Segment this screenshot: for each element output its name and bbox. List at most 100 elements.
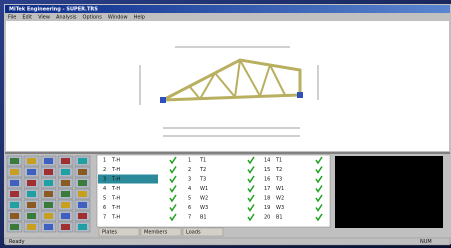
window-title: MiTek Engineering - SUPER.TRS bbox=[9, 7, 98, 13]
table-cell[interactable]: 18 bbox=[264, 196, 270, 202]
tabs: Plates Members Loads bbox=[99, 228, 223, 236]
tool-icon bbox=[78, 158, 87, 164]
tool-icon bbox=[10, 180, 19, 186]
selected-row bbox=[98, 175, 158, 184]
table-cell[interactable]: T-H bbox=[111, 177, 120, 183]
tool-icon bbox=[10, 158, 19, 164]
table-cell[interactable]: 1 bbox=[188, 158, 191, 164]
table-cell[interactable]: B1 bbox=[200, 215, 207, 221]
tool-icon bbox=[44, 213, 53, 219]
tool-icon bbox=[27, 180, 36, 186]
tool-icon bbox=[61, 213, 70, 219]
table-cell[interactable]: 7 bbox=[188, 215, 191, 221]
screen: MiTek Engineering - SUPER.TRS File Edit Vi… bbox=[0, 0, 451, 248]
table-cell[interactable]: 2 bbox=[103, 167, 106, 173]
table-cell[interactable]: W1 bbox=[200, 186, 208, 192]
tab-label[interactable]: Plates bbox=[102, 230, 118, 236]
toolbox bbox=[7, 156, 90, 232]
menu-item[interactable]: Window bbox=[108, 15, 128, 21]
table-cell[interactable]: T-H bbox=[111, 215, 120, 221]
table-cell[interactable]: 17 bbox=[264, 186, 270, 192]
tab-label[interactable]: Loads bbox=[186, 230, 201, 236]
tool-icon bbox=[27, 191, 36, 197]
table-cell[interactable]: 3 bbox=[103, 177, 106, 183]
table-cell[interactable]: 6 bbox=[188, 205, 191, 211]
tool-icon bbox=[78, 180, 87, 186]
member-table bbox=[97, 155, 330, 227]
table-cell[interactable]: 1 bbox=[103, 158, 106, 164]
support bbox=[160, 97, 166, 103]
tab-label[interactable]: Members bbox=[144, 230, 168, 236]
tool-icon bbox=[78, 213, 87, 219]
tool-icon bbox=[78, 224, 87, 230]
tool-icon bbox=[10, 202, 19, 208]
table-cell[interactable]: T3 bbox=[275, 177, 282, 183]
table-cell[interactable]: 20 bbox=[264, 215, 270, 221]
table-cell[interactable]: 5 bbox=[103, 196, 106, 202]
support bbox=[297, 92, 303, 98]
status-text: NUM bbox=[420, 239, 432, 245]
tool-icon bbox=[61, 180, 70, 186]
tool-icon bbox=[61, 191, 70, 197]
table-cell[interactable]: W1 bbox=[276, 186, 284, 192]
tool-icon bbox=[44, 224, 53, 230]
table-cell[interactable]: T2 bbox=[199, 167, 206, 173]
tool-icon bbox=[61, 169, 70, 175]
menu-item[interactable]: Analysis bbox=[56, 15, 77, 21]
table-cell[interactable]: 15 bbox=[264, 167, 270, 173]
splitter bbox=[5, 152, 450, 154]
table-cell[interactable]: T2 bbox=[275, 167, 282, 173]
tool-icon bbox=[44, 158, 53, 164]
tool-icon bbox=[44, 169, 53, 175]
table-cell[interactable]: W2 bbox=[276, 196, 284, 202]
table-cell[interactable]: T-H bbox=[111, 167, 120, 173]
table-cell[interactable]: W3 bbox=[200, 205, 208, 211]
table-cell[interactable]: T-H bbox=[111, 186, 120, 192]
table-cell[interactable]: T1 bbox=[199, 158, 206, 164]
table-cell[interactable]: 7 bbox=[103, 215, 106, 221]
menu-item[interactable]: Edit bbox=[22, 15, 32, 21]
table-cell[interactable]: T-H bbox=[111, 205, 120, 211]
menu-item[interactable]: File bbox=[8, 15, 16, 21]
tool-icon bbox=[78, 169, 87, 175]
table-cell[interactable]: 19 bbox=[264, 205, 270, 211]
tool-icon bbox=[61, 224, 70, 230]
menu-item[interactable]: Help bbox=[134, 15, 145, 21]
drawing-area bbox=[6, 21, 449, 151]
tool-icon bbox=[61, 158, 70, 164]
status-bar bbox=[5, 238, 450, 245]
tool-icon bbox=[27, 224, 36, 230]
table-cell[interactable]: 3 bbox=[188, 177, 191, 183]
table-cell[interactable]: T3 bbox=[199, 177, 206, 183]
preview bbox=[335, 156, 443, 228]
tool-icon bbox=[44, 180, 53, 186]
menu-item[interactable]: View bbox=[38, 15, 50, 21]
table-cell[interactable]: 16 bbox=[264, 177, 270, 183]
table-cell[interactable]: 14 bbox=[264, 158, 270, 164]
tool-icon bbox=[27, 202, 36, 208]
table-cell[interactable]: T-H bbox=[111, 158, 120, 164]
tool-icon bbox=[10, 169, 19, 175]
page: MiTek Engineering - SUPER.TRS File Edit Vi… bbox=[0, 0, 451, 248]
tool-icon bbox=[78, 202, 87, 208]
tool-icon bbox=[61, 202, 70, 208]
table-cell[interactable]: B1 bbox=[276, 215, 283, 221]
tool-icon bbox=[27, 213, 36, 219]
table-cell[interactable]: 4 bbox=[103, 186, 106, 192]
tool-icon bbox=[10, 213, 19, 219]
tool-icon bbox=[27, 169, 36, 175]
table-cell[interactable]: W2 bbox=[200, 196, 208, 202]
tool-icon bbox=[10, 191, 19, 197]
tool-icon bbox=[27, 158, 36, 164]
table-cell[interactable]: 2 bbox=[188, 167, 191, 173]
table-cell[interactable]: T1 bbox=[275, 158, 282, 164]
table-cell[interactable]: 5 bbox=[188, 196, 191, 202]
table-cell[interactable]: 4 bbox=[188, 186, 191, 192]
table-cell[interactable]: 6 bbox=[103, 205, 106, 211]
menu-item[interactable]: Options bbox=[83, 15, 103, 21]
status-text: Ready bbox=[9, 239, 25, 245]
tool-icon bbox=[10, 224, 19, 230]
menu-bar: File Edit View Analysis Options Window Help bbox=[8, 15, 145, 21]
table-cell[interactable]: T-H bbox=[111, 196, 120, 202]
table-cell[interactable]: W3 bbox=[276, 205, 284, 211]
